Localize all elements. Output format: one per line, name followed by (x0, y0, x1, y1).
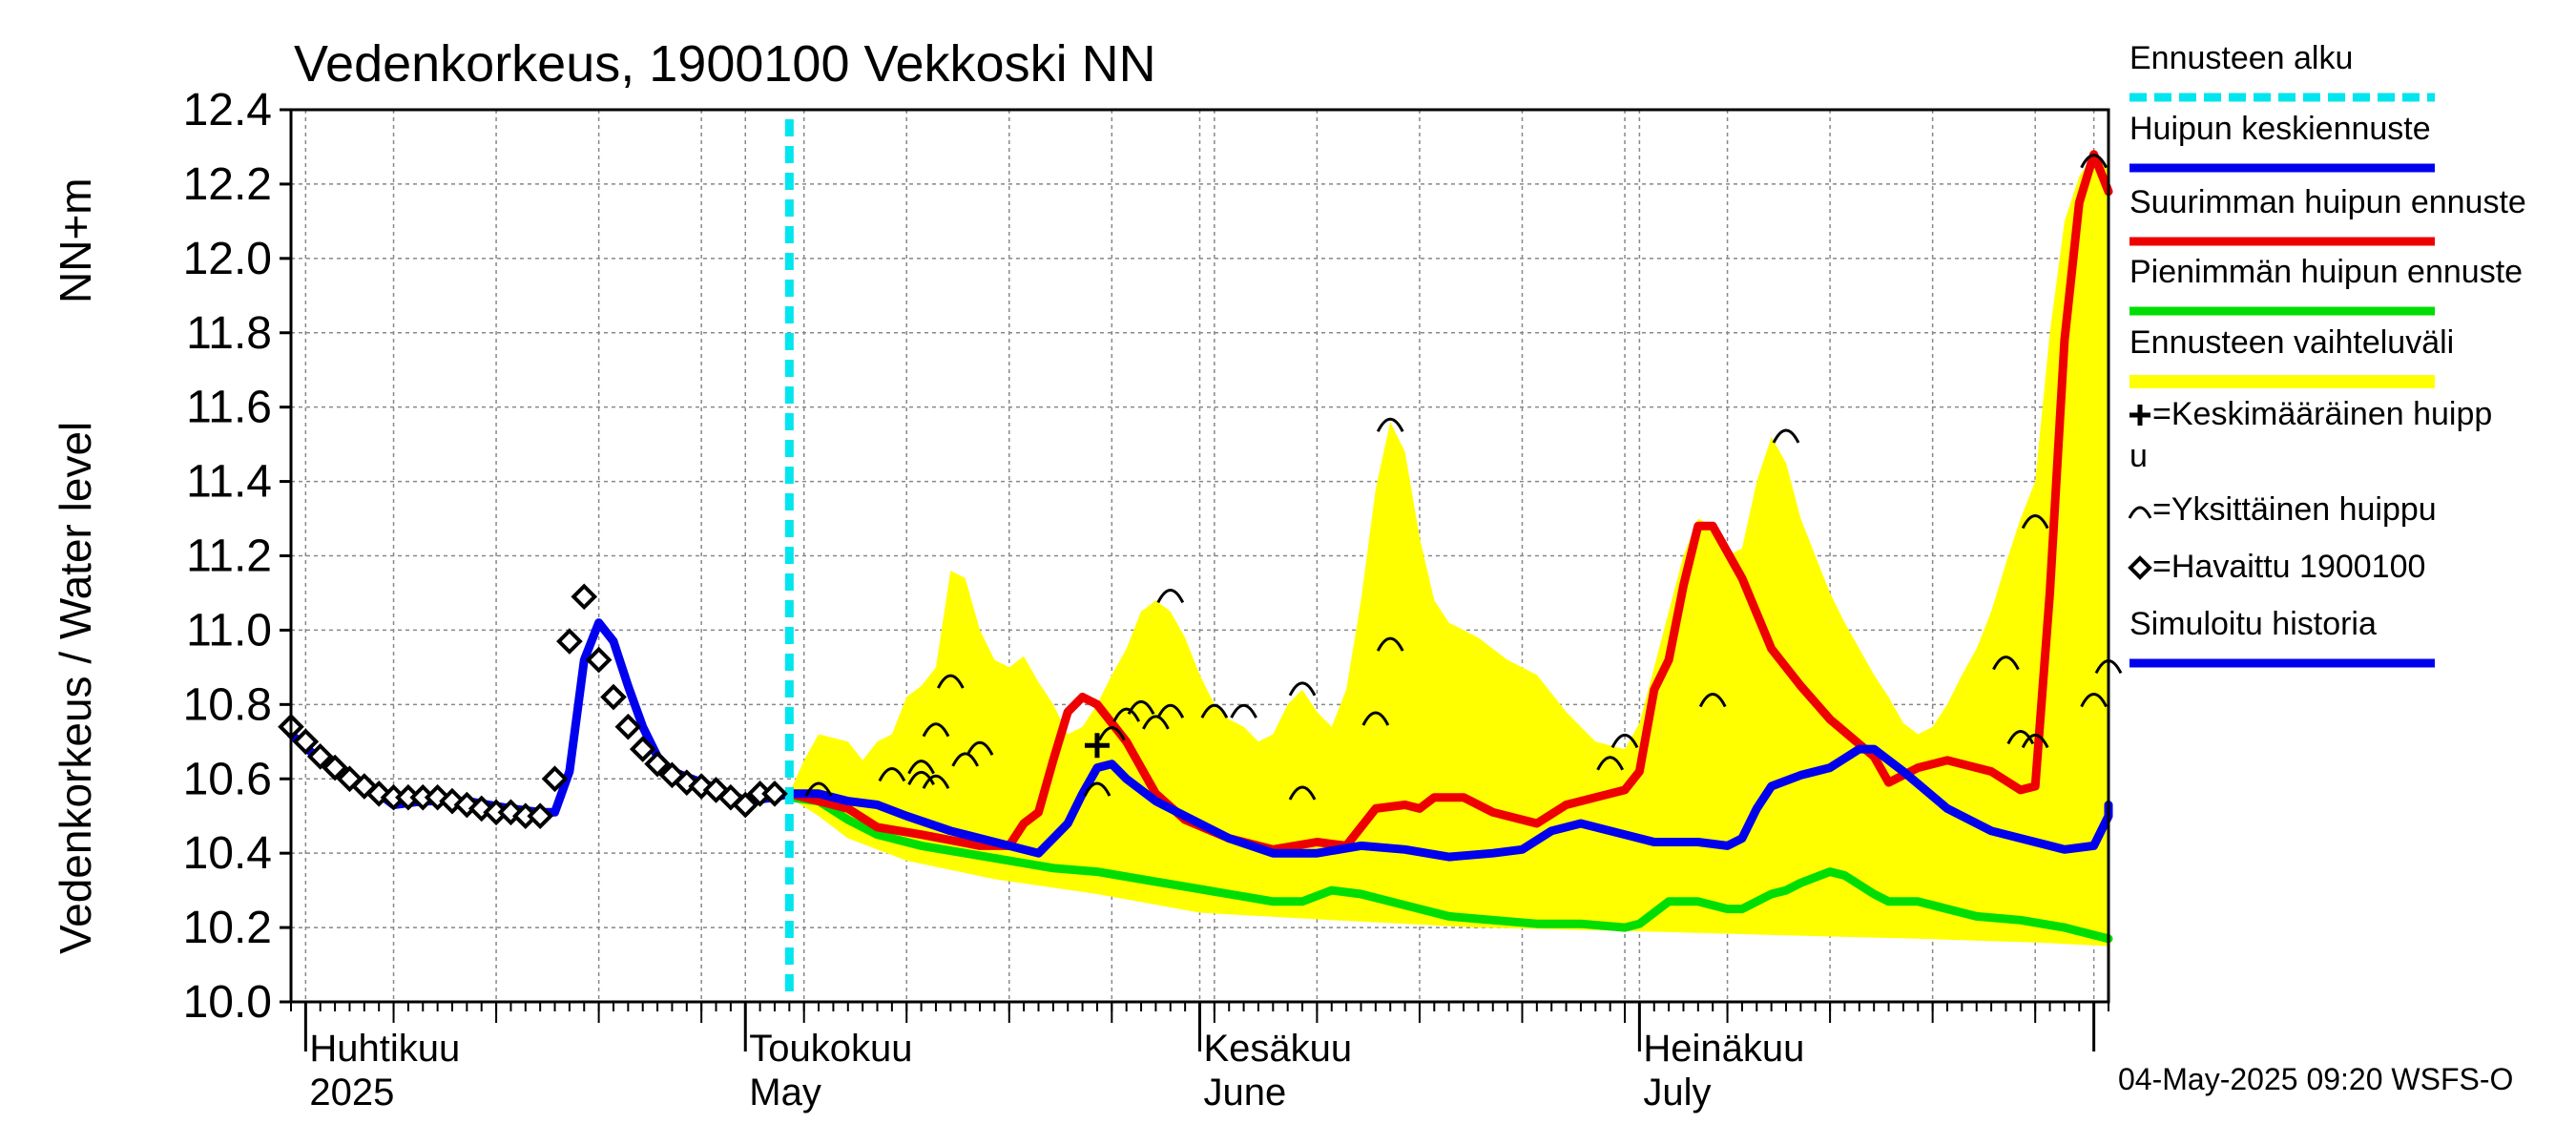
single-peak (907, 760, 935, 775)
average-peak-marker (1084, 733, 1110, 759)
month-label: Heinäkuu (1643, 1028, 1804, 1070)
legend-label: =Keskimääräinen huipp (2152, 396, 2492, 432)
month-label-en: July (1643, 1072, 1711, 1114)
month-label-en: June (1204, 1072, 1287, 1114)
y-tick-label: 10.8 (183, 679, 272, 730)
observed-point (600, 683, 627, 711)
single-peak (1610, 733, 1639, 749)
forecast-range-band (789, 154, 2109, 947)
single-peak (1142, 715, 1170, 730)
single-peak (804, 781, 833, 797)
month-label-en: 2025 (309, 1072, 394, 1114)
y-tick-label: 11.4 (186, 457, 272, 508)
legend-label: Simuloitu historia (2129, 606, 2377, 642)
single-peak (1992, 656, 2020, 671)
legend-label: Huipun keskiennuste (2129, 111, 2431, 147)
average-peak (1084, 733, 1110, 759)
y-tick-label: 10.2 (183, 903, 272, 953)
single-peak (1772, 428, 1800, 444)
single-peak (1361, 711, 1390, 726)
month-label: Toukokuu (749, 1028, 912, 1070)
single-peak (907, 770, 935, 786)
footer-timestamp: 04-May-2025 09:20 WSFS-O (2118, 1062, 2513, 1096)
legend-label: Ennusteen vaihteluväli (2129, 324, 2454, 361)
observed-point (644, 750, 671, 778)
single-peak (966, 740, 994, 756)
legend-label: Ennusteen alku (2129, 40, 2353, 76)
y-tick-label: 11.8 (186, 308, 272, 359)
legend-label: Pienimmän huipun ennuste (2129, 254, 2523, 290)
single-peak (878, 767, 906, 782)
observed-point (732, 791, 759, 819)
y-tick-label: 10.6 (183, 754, 272, 804)
chart-title: Vedenkorkeus, 1900100 Vekkoski NN (294, 35, 1156, 93)
single-peak (1288, 785, 1317, 801)
observed-point (614, 713, 642, 740)
single-peak (1083, 781, 1111, 797)
single-peak (2006, 730, 2035, 745)
observed-point (585, 646, 613, 674)
observed-point (322, 754, 348, 781)
observed-point (571, 583, 598, 611)
series-line (784, 744, 2113, 862)
legend-label: Suurimman huipun ennuste (2129, 184, 2526, 220)
y-tick-label: 12.0 (183, 234, 272, 284)
y-tick-label: 12.2 (183, 159, 272, 210)
month-label: Huhtikuu (309, 1028, 460, 1070)
single-peak (951, 752, 980, 767)
legend-label: =Havaittu 1900100 (2152, 549, 2425, 585)
single-peak (1156, 703, 1185, 718)
legend-label-continued: u (2129, 438, 2148, 474)
observed-point (541, 765, 569, 793)
single-peak (1698, 693, 1727, 708)
observed-point (292, 728, 320, 756)
observed-point (761, 781, 788, 807)
month-label: Kesäkuu (1204, 1028, 1353, 1070)
y-tick-label: 12.4 (183, 85, 272, 135)
single-peak (936, 674, 965, 689)
series-line (784, 150, 2113, 854)
y-tick-label: 11.0 (186, 605, 272, 656)
legend-plus-symbol (2129, 405, 2150, 426)
single-peak (1376, 636, 1404, 652)
single-peak (1230, 703, 1257, 718)
single-peak (922, 774, 950, 789)
single-peak (1200, 703, 1229, 718)
single-peak (2080, 154, 2108, 169)
legend: Ennusteen alku Huipun keskiennuste Suurimm… (2128, 40, 2526, 668)
single-peak-markers (804, 154, 2123, 801)
observed-point (306, 743, 334, 770)
legend-arc-symbol (2128, 506, 2152, 519)
y-tick-label: 10.0 (183, 977, 272, 1028)
observed-point (556, 628, 583, 655)
single-peak (1112, 707, 1141, 722)
y-tick-label: 10.4 (183, 828, 272, 879)
month-label-en: May (749, 1072, 821, 1114)
y-axis-label: Vedenkorkeus / Water level (51, 422, 100, 954)
single-peak (2021, 514, 2049, 530)
legend-label: =Yksittäinen huippu (2152, 491, 2437, 528)
single-peak (1288, 681, 1317, 697)
y-tick-label: 11.2 (186, 531, 272, 582)
single-peak (2021, 733, 2049, 749)
single-peak (922, 722, 950, 738)
single-peak (1376, 417, 1404, 432)
single-peak (1127, 699, 1155, 716)
y-axis-unit: NN+m (51, 177, 100, 303)
series-line (784, 793, 2113, 944)
single-peak (1097, 726, 1126, 741)
y-tick-label: 11.6 (186, 383, 272, 433)
observed-point (629, 736, 656, 762)
legend-diamond-symbol (2128, 555, 2152, 580)
single-peak (1156, 589, 1185, 604)
single-peak (2080, 693, 2108, 708)
observed-markers (278, 583, 788, 830)
y-axis-ticks: 10.0 10.2 10.4 10.6 10.8 11.0 11.2 11.4 11.6 11.8… (183, 85, 291, 1028)
single-peak (1596, 756, 1625, 771)
observed-point (527, 802, 553, 830)
